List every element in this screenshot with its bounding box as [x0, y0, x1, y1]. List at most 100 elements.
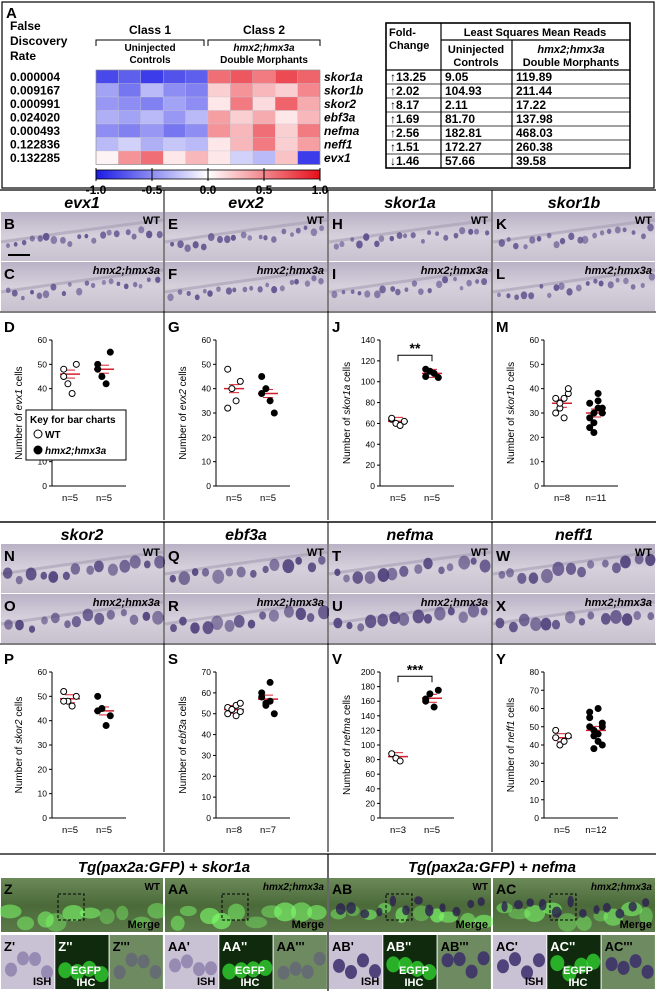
stained-cell: [402, 905, 410, 916]
data-point: [586, 399, 594, 407]
y-tick-label: 140: [361, 711, 375, 721]
stained-cell: [648, 273, 656, 281]
stained-cell: [30, 289, 34, 295]
gfp-blob: [576, 915, 592, 931]
table-cell: 468.03: [516, 126, 553, 140]
stained-cell: [15, 619, 24, 631]
stained-cell: [192, 241, 199, 249]
stained-cell: [169, 574, 177, 583]
stained-cell: [93, 560, 104, 573]
stained-cell: [29, 235, 35, 242]
table-cell: ↑1.69: [390, 112, 420, 126]
gene-title: ebf3a: [225, 527, 267, 544]
heatmap-cell: [185, 69, 209, 84]
heatmap-cell: [140, 83, 164, 98]
class2-sub: hmx2;hmx3a: [233, 43, 295, 54]
gene-title: skor1b: [548, 195, 601, 212]
stained-cell: [598, 280, 604, 287]
fold-change-table: Fold-Change Least Squares Mean Reads Uninj…: [385, 22, 631, 169]
data-point: [552, 394, 560, 402]
stained-cell: [262, 565, 269, 574]
genotype-tag: hmx2;hmx3a: [263, 882, 325, 893]
legend-wt-label: WT: [45, 430, 61, 441]
stained-cell: [514, 294, 520, 301]
data-point: [594, 737, 602, 745]
legend-title: Key for bar charts: [30, 415, 116, 426]
stained-cell: [257, 286, 263, 293]
ihc-label: IHC: [568, 977, 587, 989]
stained-cell: [5, 287, 11, 294]
data-point: [594, 705, 602, 712]
stained-cell: [459, 286, 464, 291]
gfp-blob: [422, 964, 437, 981]
stained-cell: [378, 235, 385, 243]
heatmap-cell: [230, 83, 253, 98]
inset-letter: AC'': [550, 939, 575, 954]
bar-chart-key: Key for bar charts WT hmx2;hmx3a: [25, 409, 127, 461]
inset-letter: Z': [4, 939, 15, 954]
egfp-label: EGFP: [563, 965, 593, 977]
data-point: [594, 397, 602, 405]
stained-cell: [396, 232, 403, 240]
stained-cell: [129, 614, 139, 625]
genotype-tag: WT: [471, 215, 488, 227]
y-tick-label: 20: [366, 798, 376, 808]
stained-cell: [116, 281, 121, 287]
stained-cell: [530, 617, 542, 632]
panel-letter: M: [496, 319, 509, 336]
y-axis-label: Number of neff1 cells: [506, 698, 517, 793]
data-point: [556, 399, 564, 407]
stained-cell: [170, 623, 177, 633]
heatmap-cell: [297, 83, 321, 98]
inset-letter: AB'': [386, 939, 411, 954]
stained-cell: [82, 608, 94, 622]
stained-cell: [294, 278, 299, 285]
stained-cell: [306, 613, 315, 623]
y-tick-label: 200: [361, 667, 375, 677]
stained-cell: [357, 623, 365, 632]
inset-image: [109, 935, 163, 989]
stained-cell: [567, 895, 574, 908]
stained-cell: [506, 568, 514, 578]
ish-label: ISH: [197, 976, 215, 988]
gfp-blob: [45, 913, 67, 932]
stained-cell: [628, 901, 637, 912]
y-tick-label: 100: [361, 377, 375, 387]
data-point: [422, 695, 430, 703]
stained-cell: [13, 242, 18, 247]
y-label-text: Number of: [342, 746, 353, 795]
stained-cell: [611, 562, 621, 574]
stained-cell: [113, 230, 120, 238]
stained-cell: [439, 903, 446, 913]
inset-image: [273, 935, 327, 989]
legend-wt-marker: [33, 429, 43, 439]
inset-box: [549, 893, 577, 921]
stained-cell: [640, 282, 645, 289]
stained-cell: [364, 571, 376, 584]
y-tick-label: 50: [38, 691, 48, 701]
y-label-text: cells: [342, 362, 353, 385]
stained-cell: [224, 619, 235, 632]
data-point: [236, 699, 244, 707]
y-tick-label: 180: [361, 682, 375, 692]
stained-cell: [258, 234, 263, 240]
gfp-blob: [557, 913, 578, 932]
gene-title: evx2: [228, 195, 264, 212]
stained-cell: [477, 897, 485, 906]
stained-cell: [529, 236, 536, 244]
heatmap-cell: [275, 110, 298, 125]
fdr-value: 0.000991: [10, 97, 60, 111]
table-head-fold: Fold-: [389, 27, 416, 39]
data-point: [224, 365, 232, 373]
stained-cell: [480, 607, 488, 616]
data-point: [72, 360, 80, 368]
stained-cell: [423, 557, 433, 570]
stained-cell: [77, 234, 82, 240]
y-label-gene: evx1: [14, 389, 25, 410]
heatmap-cell: [163, 110, 186, 125]
y-tick-label: 40: [202, 384, 212, 394]
genotype-tag: hmx2;hmx3a: [421, 597, 488, 609]
stained-cell: [42, 232, 50, 241]
stained-cell: [232, 287, 237, 293]
data-point: [590, 409, 598, 417]
